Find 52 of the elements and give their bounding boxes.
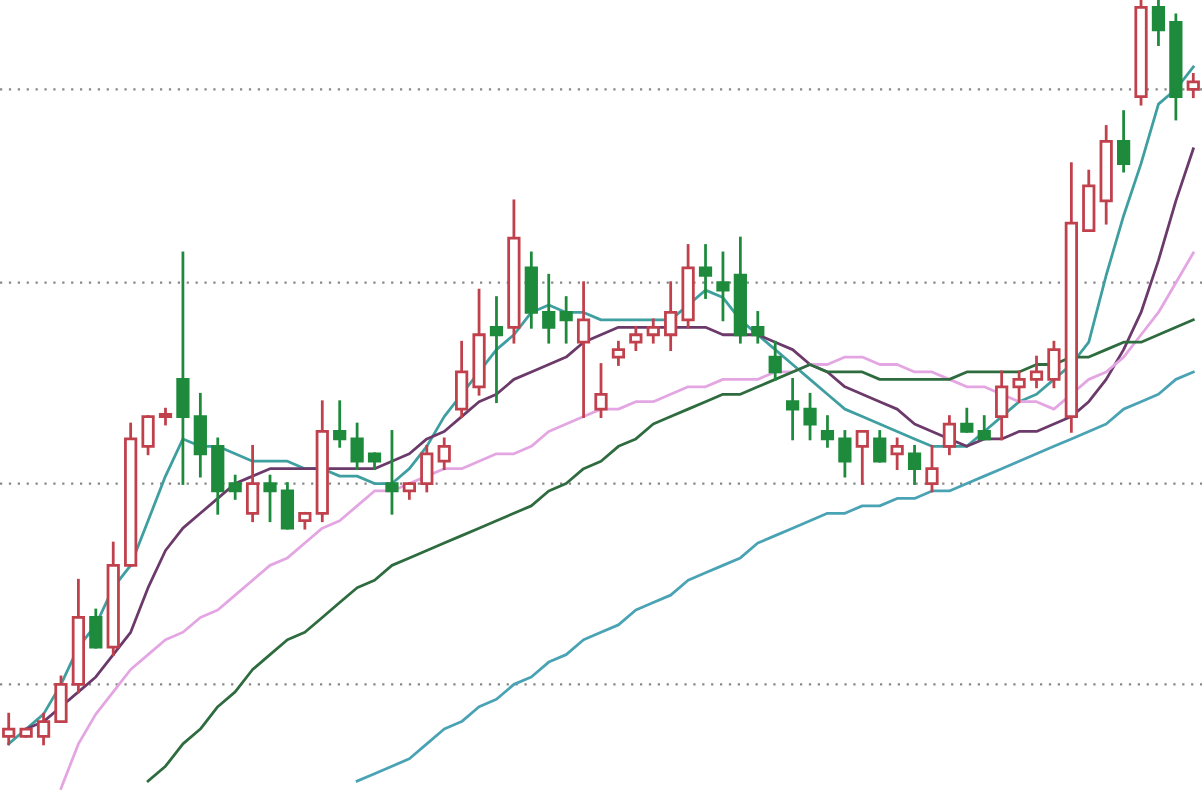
candlestick <box>489 296 504 404</box>
candlestick <box>960 407 974 433</box>
candlestick <box>1116 110 1131 173</box>
candlestick <box>786 378 800 441</box>
candlestick <box>228 474 242 500</box>
candlestick <box>245 444 260 523</box>
candlestick <box>594 363 608 418</box>
candlestick <box>542 273 556 344</box>
candlestick <box>855 430 869 485</box>
candlestick <box>1186 73 1200 99</box>
candlestick <box>1082 169 1096 232</box>
candlestick <box>664 281 678 352</box>
candlestick <box>1012 370 1026 404</box>
candlestick <box>611 340 626 366</box>
candlestick <box>193 392 207 478</box>
candlestick <box>437 437 451 471</box>
candlestick <box>838 430 852 478</box>
candlestick <box>890 437 904 471</box>
candlestick <box>141 415 155 456</box>
candlestick <box>280 482 295 530</box>
candlestick <box>333 400 347 448</box>
candlestick <box>629 325 643 352</box>
candlestick <box>942 415 957 456</box>
candlestick <box>455 340 469 418</box>
candlestick <box>977 415 991 441</box>
candlestick <box>385 430 399 515</box>
candlestick <box>350 422 364 471</box>
candlestick <box>54 675 68 723</box>
candlestick <box>768 340 782 381</box>
candlestick <box>559 296 573 344</box>
candlestick <box>646 318 660 344</box>
candlestick <box>907 444 922 485</box>
candlestick <box>751 311 765 344</box>
candlestick <box>1047 340 1061 389</box>
candlestick <box>925 444 939 493</box>
candlestick <box>211 437 225 515</box>
candlestick <box>36 712 51 746</box>
candlestick <box>263 474 277 523</box>
candlestick <box>524 251 538 329</box>
candlestick <box>803 392 817 441</box>
candlestick <box>176 251 190 485</box>
candlestick <box>1029 355 1044 389</box>
candlestick <box>995 370 1009 441</box>
candlestick <box>1151 0 1166 47</box>
candlestick <box>716 251 730 322</box>
candlestick <box>420 444 434 493</box>
candlestick <box>2 712 16 746</box>
candlestick <box>820 415 835 448</box>
candlestick <box>89 608 103 649</box>
candlestick <box>873 430 887 463</box>
candlestick <box>576 281 591 418</box>
candlestick <box>698 244 713 299</box>
